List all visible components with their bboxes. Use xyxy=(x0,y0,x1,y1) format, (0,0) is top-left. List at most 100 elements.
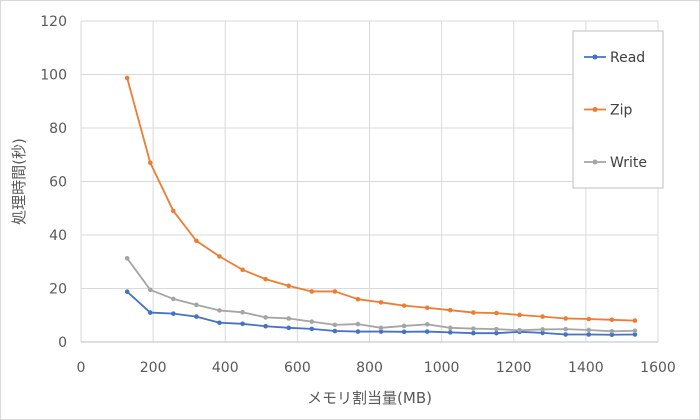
data-point-zip-16 xyxy=(494,310,499,316)
data-point-zip-13 xyxy=(424,305,430,311)
y-tick-label-5: 100 xyxy=(40,68,67,84)
y-tick-label-0: 0 xyxy=(58,335,67,351)
data-point-zip-9 xyxy=(332,289,338,294)
x-axis-title: メモリ割当量(MB) xyxy=(307,389,432,407)
data-point-zip-10 xyxy=(355,296,361,302)
axes xyxy=(80,21,658,343)
y-tick-label-2: 40 xyxy=(49,228,67,244)
data-point-read-3 xyxy=(194,314,199,319)
x-tick-label-7: 1400 xyxy=(568,360,604,376)
data-point-read-5 xyxy=(240,321,245,327)
legend-marker-write xyxy=(592,159,598,165)
x-tick-label-4: 800 xyxy=(356,360,383,376)
data-point-write-17 xyxy=(517,327,522,333)
data-point-read-14 xyxy=(447,330,453,335)
gridlines xyxy=(81,20,659,342)
x-tick-label-6: 1200 xyxy=(496,360,532,376)
data-point-read-2 xyxy=(171,311,176,316)
data-point-zip-0 xyxy=(124,75,130,81)
data-point-zip-3 xyxy=(194,238,199,244)
data-point-read-21 xyxy=(609,332,615,338)
data-point-write-13 xyxy=(424,322,430,327)
data-point-write-16 xyxy=(494,326,499,332)
data-point-write-15 xyxy=(471,326,476,331)
data-point-write-10 xyxy=(355,321,361,327)
data-point-write-7 xyxy=(286,316,292,321)
data-point-read-10 xyxy=(355,329,361,334)
data-point-read-20 xyxy=(586,332,592,337)
series-line-zip xyxy=(126,77,635,322)
data-point-write-2 xyxy=(171,296,176,302)
data-point-write-3 xyxy=(194,302,199,308)
y-tick-label-1: 20 xyxy=(49,282,67,298)
data-point-zip-2 xyxy=(171,208,176,214)
x-tick-label-1: 200 xyxy=(140,360,167,376)
x-tick-label-8: 1600 xyxy=(640,360,676,376)
legend-marker-zip xyxy=(592,107,598,112)
data-point-write-14 xyxy=(447,325,453,331)
data-point-read-12 xyxy=(401,329,407,335)
data-point-write-19 xyxy=(563,326,568,332)
data-point-write-5 xyxy=(240,310,245,315)
y-tick-label-6: 120 xyxy=(40,14,67,30)
data-point-read-7 xyxy=(286,325,292,331)
data-point-write-6 xyxy=(263,315,268,320)
data-point-zip-20 xyxy=(586,316,592,322)
data-point-zip-18 xyxy=(540,314,545,319)
x-tick-label-0: 0 xyxy=(77,360,86,376)
data-point-zip-4 xyxy=(217,254,222,259)
data-point-write-18 xyxy=(540,327,545,332)
data-point-read-22 xyxy=(632,332,638,337)
data-point-read-1 xyxy=(147,310,153,315)
data-point-read-15 xyxy=(471,330,476,336)
data-point-read-0 xyxy=(124,289,130,295)
data-point-zip-7 xyxy=(286,283,292,289)
legend-label-write: Write xyxy=(610,155,647,171)
y-tick-label-4: 80 xyxy=(49,121,67,137)
series-zip xyxy=(124,75,638,323)
data-point-write-9 xyxy=(332,322,338,328)
legend-item-zip: Zip xyxy=(584,103,632,119)
legend: Read Zip Write xyxy=(572,30,664,189)
data-point-zip-5 xyxy=(240,267,245,273)
y-axis-title: 処理時間(秒) xyxy=(10,138,28,225)
data-point-read-4 xyxy=(217,320,222,326)
legend-item-write: Write xyxy=(584,155,647,171)
data-point-read-19 xyxy=(563,332,568,337)
data-point-zip-22 xyxy=(632,318,638,323)
data-point-zip-19 xyxy=(563,316,568,321)
series-group xyxy=(124,75,638,338)
data-point-read-6 xyxy=(263,323,268,329)
x-tick-label-5: 1000 xyxy=(424,360,460,376)
data-point-zip-12 xyxy=(401,303,407,308)
data-point-read-11 xyxy=(378,329,384,334)
data-point-write-22 xyxy=(632,328,638,334)
data-point-read-8 xyxy=(309,326,315,332)
data-point-write-8 xyxy=(309,319,315,324)
legend-label-read: Read xyxy=(610,50,645,66)
legend-marker-read xyxy=(592,54,598,60)
data-point-zip-21 xyxy=(609,317,615,323)
data-point-zip-17 xyxy=(517,312,522,318)
data-point-read-9 xyxy=(332,328,338,334)
data-point-write-0 xyxy=(124,255,130,261)
x-tick-label-2: 400 xyxy=(212,360,239,376)
data-point-zip-14 xyxy=(447,307,453,313)
data-point-read-13 xyxy=(424,329,430,334)
data-point-zip-1 xyxy=(147,160,153,166)
data-point-write-1 xyxy=(147,287,153,293)
data-point-zip-15 xyxy=(471,310,476,315)
series-write xyxy=(124,255,638,334)
x-tick-label-3: 600 xyxy=(284,360,311,376)
data-point-read-18 xyxy=(540,330,545,336)
legend-item-read: Read xyxy=(584,50,645,66)
data-point-zip-6 xyxy=(263,276,268,282)
data-point-write-11 xyxy=(378,325,384,331)
data-point-zip-11 xyxy=(378,300,384,305)
data-point-read-16 xyxy=(494,330,499,336)
series-line-write xyxy=(126,257,635,333)
legend-label-zip: Zip xyxy=(610,103,632,119)
y-tick-label-3: 60 xyxy=(49,175,67,191)
data-point-write-4 xyxy=(217,308,222,313)
